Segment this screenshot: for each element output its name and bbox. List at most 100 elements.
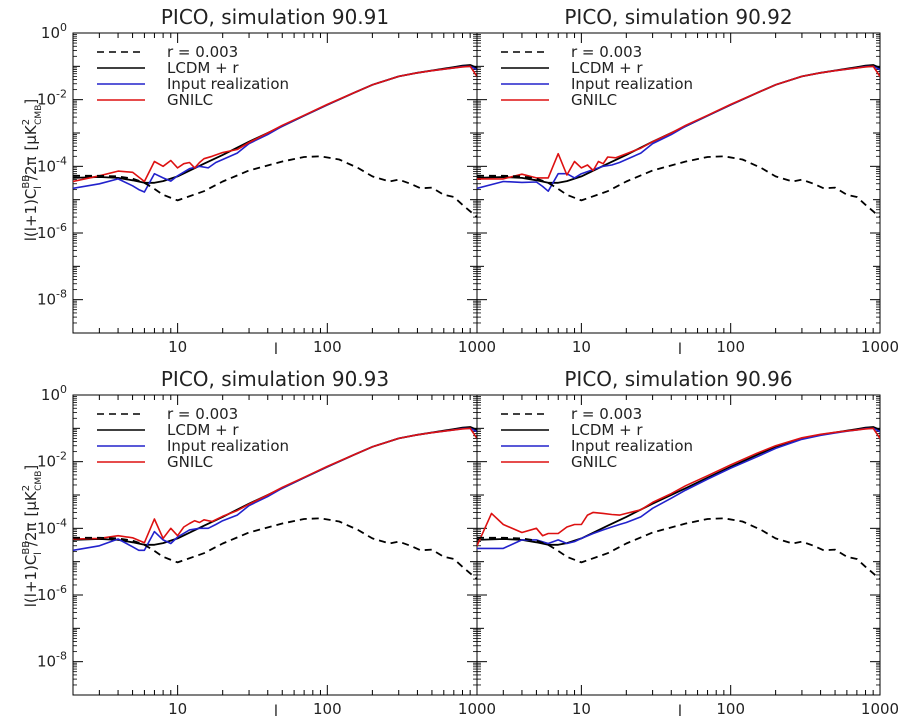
y-tick-base: 10 bbox=[37, 291, 56, 309]
series-group bbox=[477, 64, 880, 218]
y-tick-label: 10-2 bbox=[37, 88, 67, 109]
series-line-r-0-003 bbox=[477, 517, 880, 580]
y-tick-label: 100 bbox=[41, 21, 67, 42]
legend-label: Input realization bbox=[167, 75, 289, 93]
y-tick-exponent: 0 bbox=[60, 21, 67, 34]
ylabel-units-sub: CMB bbox=[34, 105, 44, 125]
plot-frame bbox=[476, 32, 881, 334]
ylabel-bottom: l(l+1)CBBl/2π [μK2 CMB] bbox=[21, 465, 44, 607]
series-line-r-0-003 bbox=[73, 517, 477, 580]
y-tick-exponent: 0 bbox=[60, 383, 67, 396]
panel-title: PICO, simulation 90.93 bbox=[161, 367, 389, 391]
y-tick-label: 100 bbox=[41, 383, 67, 404]
series-line-gnilc bbox=[477, 65, 880, 180]
legend-label: LCDM + r bbox=[571, 421, 643, 439]
y-tick-base: 10 bbox=[37, 453, 56, 471]
ylabel-base: l(l+1)C bbox=[22, 555, 40, 608]
legend-label: Input realization bbox=[571, 437, 693, 455]
ylabel-units-close: ] bbox=[22, 99, 40, 105]
x-tick-label: 1000 bbox=[458, 338, 496, 356]
legend-label: LCDM + r bbox=[167, 421, 239, 439]
y-tick-base: 10 bbox=[37, 519, 56, 537]
ylabel-top: l(l+1)CBBl/2π [μK2 CMB] bbox=[21, 99, 44, 241]
y-tick-label: 10-2 bbox=[37, 450, 67, 471]
ylabel-sub: l bbox=[33, 552, 44, 555]
series-line-r-0-003 bbox=[73, 155, 477, 218]
panel-4: PICO, simulation 90.96 10 100 1000 r = 0.003… bbox=[476, 367, 899, 718]
ylabel-sup: BB bbox=[21, 175, 32, 189]
series-group bbox=[73, 64, 477, 218]
xlabel-bl: l bbox=[274, 702, 278, 720]
y-tick-label: 10-6 bbox=[37, 583, 67, 604]
legend-label: Input realization bbox=[167, 437, 289, 455]
y-tick-base: 10 bbox=[37, 586, 56, 604]
ylabel-sup: BB bbox=[21, 541, 32, 555]
y-tick-exponent: -4 bbox=[56, 154, 67, 167]
panel-title: PICO, simulation 90.92 bbox=[564, 5, 792, 29]
y-tick-base: 10 bbox=[41, 386, 60, 404]
y-tick-exponent: -2 bbox=[56, 88, 67, 101]
legend-label: r = 0.003 bbox=[571, 405, 642, 423]
series-line-gnilc bbox=[477, 427, 880, 547]
x-tick-label: 1000 bbox=[458, 700, 496, 718]
y-tick-exponent: -6 bbox=[56, 221, 67, 234]
ylabel-tail: /2π bbox=[22, 156, 40, 180]
legend-label: GNILC bbox=[571, 91, 617, 109]
ylabel-units-sup: 2 bbox=[21, 485, 32, 491]
ylabel-tail: /2π bbox=[22, 522, 40, 546]
y-tick-exponent: -4 bbox=[56, 516, 67, 529]
legend-label: r = 0.003 bbox=[167, 43, 238, 61]
x-tick-label: 100 bbox=[716, 700, 745, 718]
series-group bbox=[73, 426, 477, 580]
y-tick-label: 10-4 bbox=[37, 516, 67, 537]
y-tick-base: 10 bbox=[37, 91, 56, 109]
legend-label: LCDM + r bbox=[167, 59, 239, 77]
ylabel-units-sub: CMB bbox=[34, 471, 44, 491]
y-tick-base: 10 bbox=[37, 653, 56, 671]
series-line-r-0-003 bbox=[477, 155, 880, 218]
panel-title: PICO, simulation 90.96 bbox=[564, 367, 792, 391]
ylabel-sub: l bbox=[33, 186, 44, 189]
x-tick-label: 100 bbox=[313, 700, 342, 718]
legend-label: r = 0.003 bbox=[167, 405, 238, 423]
y-tick-exponent: -8 bbox=[56, 288, 67, 301]
y-tick-exponent: -8 bbox=[56, 650, 67, 663]
y-tick-exponent: -2 bbox=[56, 450, 67, 463]
legend-label: GNILC bbox=[571, 453, 617, 471]
y-tick-exponent: -6 bbox=[56, 583, 67, 596]
y-tick-label: 10-8 bbox=[37, 288, 67, 309]
x-tick-label: 100 bbox=[313, 338, 342, 356]
series-line-gnilc bbox=[73, 427, 477, 544]
x-tick-label: 1000 bbox=[861, 700, 899, 718]
panel-title: PICO, simulation 90.91 bbox=[161, 5, 389, 29]
legend-label: GNILC bbox=[167, 91, 213, 109]
y-tick-label: 10-6 bbox=[37, 221, 67, 242]
series-group bbox=[477, 426, 880, 580]
x-tick-label: 1000 bbox=[861, 338, 899, 356]
x-tick-label: 10 bbox=[168, 700, 187, 718]
legend-label: Input realization bbox=[571, 75, 693, 93]
ylabel-units: [μK bbox=[22, 124, 40, 150]
y-tick-label: 10-4 bbox=[37, 154, 67, 175]
y-tick-base: 10 bbox=[37, 224, 56, 242]
ylabel-base: l(l+1)C bbox=[22, 189, 40, 242]
legend-label: LCDM + r bbox=[571, 59, 643, 77]
xlabel-tl: l bbox=[274, 340, 278, 358]
y-tick-base: 10 bbox=[37, 157, 56, 175]
panel-2: PICO, simulation 90.92 10 100 1000 r = 0.003… bbox=[476, 5, 899, 356]
legend-label: r = 0.003 bbox=[571, 43, 642, 61]
ylabel-units-sup: 2 bbox=[21, 119, 32, 125]
xlabel-br: l bbox=[678, 702, 682, 720]
legend-label: GNILC bbox=[167, 453, 213, 471]
ylabel-units: [μK bbox=[22, 490, 40, 516]
y-tick-base: 10 bbox=[41, 24, 60, 42]
x-tick-label: 10 bbox=[168, 338, 187, 356]
